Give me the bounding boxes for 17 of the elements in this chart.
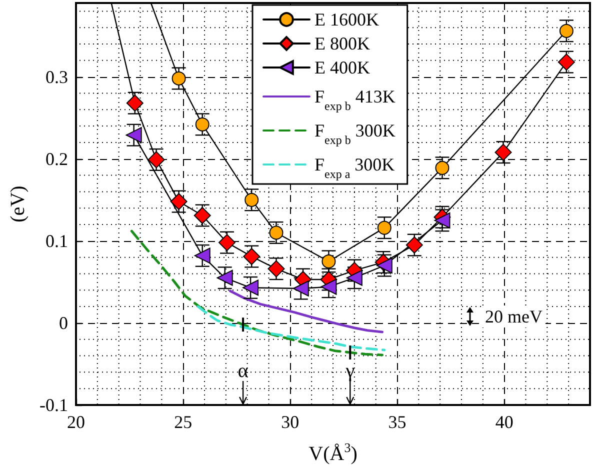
y-tick-label: 0 xyxy=(59,312,68,333)
x-tick-label: 40 xyxy=(495,412,514,432)
annotation: 20 meV xyxy=(485,306,542,327)
x-tick-label: 20 xyxy=(67,412,85,432)
annotation: α xyxy=(238,360,249,382)
x-tick-label: 25 xyxy=(174,412,192,432)
y-tick-label: -0.1 xyxy=(40,395,68,415)
y-tick-label: 0.2 xyxy=(46,148,68,169)
y-tick-label: 0.3 xyxy=(46,66,68,87)
legend-label: E 400K xyxy=(314,58,370,78)
x-tick-label: 30 xyxy=(281,412,300,432)
y-tick-label: 0.1 xyxy=(46,230,68,251)
x-tick-label: 35 xyxy=(388,412,406,432)
legend-label: E 800K xyxy=(314,34,370,54)
annotation: γ xyxy=(344,360,355,382)
legend-label: E 1600K xyxy=(314,10,379,30)
y-axis-title: (eV) xyxy=(7,186,29,222)
